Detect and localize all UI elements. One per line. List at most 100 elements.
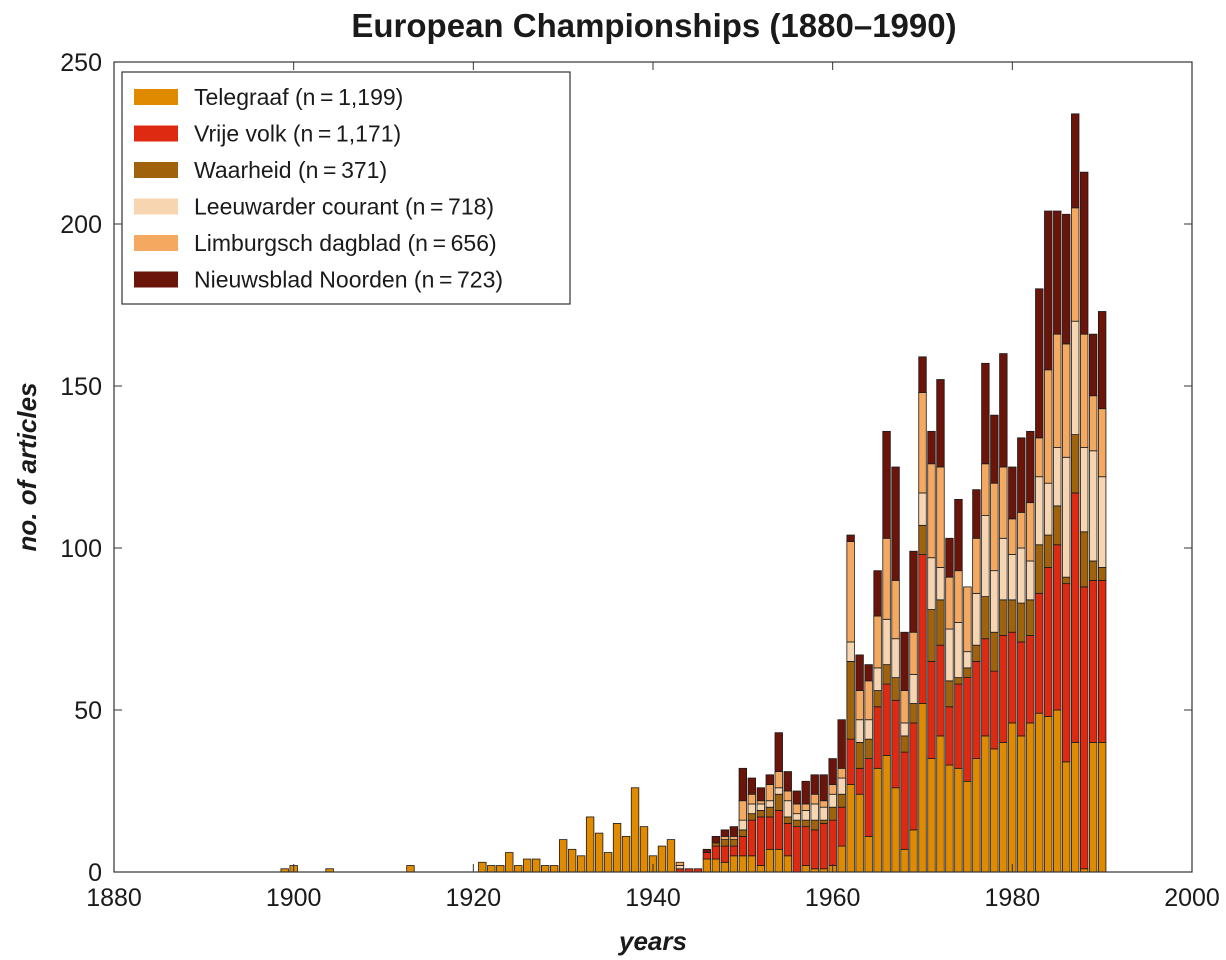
bar-segment <box>837 767 846 779</box>
bar-segment <box>945 628 954 682</box>
bar-segment <box>927 758 936 873</box>
bar-segment <box>1017 602 1026 643</box>
bar-segment <box>1044 716 1053 873</box>
bar-segment <box>918 392 927 494</box>
bar-segment <box>927 609 936 662</box>
bar-segment <box>954 570 963 623</box>
bar-segment <box>990 414 999 484</box>
bar-segment <box>945 537 954 578</box>
bar-segment <box>972 661 981 760</box>
bar-segment <box>1097 311 1107 410</box>
bar-segment <box>765 774 774 785</box>
bar-segment <box>711 842 721 847</box>
chart-title: European Championships (1880–1990) <box>351 7 956 44</box>
bar-segment <box>981 515 990 597</box>
bar-segment <box>837 719 846 769</box>
bar-segment <box>909 829 918 873</box>
bar-segment <box>837 793 846 808</box>
bar-segment <box>792 826 801 873</box>
bar-segment <box>918 524 927 555</box>
bar-segment <box>963 586 972 653</box>
bar-segment <box>909 550 918 633</box>
bar-segment <box>1071 113 1080 209</box>
x-axis-label: years <box>617 926 687 956</box>
bar-segment <box>981 463 990 517</box>
bar-segment <box>594 832 604 873</box>
bar-segment <box>558 839 568 873</box>
bar-segment <box>1080 171 1089 335</box>
y-tick-label: 150 <box>60 373 102 401</box>
bar-segment <box>954 498 963 572</box>
bar-segment <box>621 835 631 873</box>
bar-segment <box>999 466 1008 539</box>
bar-segment <box>963 780 972 873</box>
bar-segment <box>738 855 748 873</box>
bar-segment <box>487 865 496 873</box>
bar-segment <box>963 677 972 782</box>
bar-segment <box>406 865 415 873</box>
bar-segment <box>639 826 649 873</box>
bar-segment <box>945 576 954 630</box>
bar-segment <box>990 670 999 750</box>
legend-label: Vrije volk (n = 1,171) <box>194 121 401 147</box>
bar-segment <box>981 735 990 873</box>
bar-segment <box>496 865 505 873</box>
bar-segment <box>765 848 774 873</box>
bar-segment <box>810 819 819 831</box>
bar-segment <box>783 790 792 802</box>
x-tick-label: 1880 <box>86 884 142 912</box>
bar-segment <box>891 677 900 701</box>
bar-segment <box>1097 742 1107 873</box>
bar-segment <box>711 858 721 873</box>
bar-segment <box>747 855 756 873</box>
legend-box <box>121 71 571 305</box>
bar-segment <box>1026 722 1035 873</box>
bar-segment <box>1044 210 1053 371</box>
bar-segment <box>864 664 873 682</box>
bar-segment <box>702 852 712 860</box>
bar-segment <box>1089 395 1098 452</box>
bar-segment <box>720 845 730 863</box>
bar-segment <box>1017 547 1026 604</box>
bar-segment <box>873 706 882 769</box>
bar-segment <box>837 806 846 847</box>
bar-segment <box>855 690 864 721</box>
bar-segment <box>1089 560 1098 581</box>
bar-segment <box>702 858 712 873</box>
bar-segment <box>576 855 586 873</box>
bar-segment <box>729 839 739 847</box>
bar-segment <box>900 690 909 724</box>
bar-segment <box>909 673 918 704</box>
bar-segment <box>936 466 945 568</box>
bar-segment <box>945 680 954 708</box>
bar-segment <box>1062 761 1071 873</box>
bar-segment <box>900 631 909 691</box>
bar-segment <box>972 758 981 873</box>
bar-segment <box>864 719 873 740</box>
bar-segment <box>882 683 891 756</box>
legend-items: Telegraaf (n = 1,199) Vrije volk (n = 1,1… <box>134 84 503 293</box>
bar-segment <box>846 534 855 542</box>
bar-segment <box>756 865 765 873</box>
bar-segment <box>801 819 810 828</box>
bar-segment <box>1097 567 1107 581</box>
bar-segment <box>505 852 514 873</box>
bar-segment <box>864 758 873 837</box>
bar-segment <box>864 738 873 759</box>
bar-segment <box>585 816 595 873</box>
bar-segment <box>765 806 774 818</box>
bar-segment <box>1089 333 1098 397</box>
bar-segment <box>657 845 667 873</box>
bar-segment <box>1071 320 1080 436</box>
bar-segment <box>855 719 864 743</box>
bar-segment <box>1008 518 1017 555</box>
y-tick-label: 200 <box>60 211 102 239</box>
bar-segment <box>891 638 900 678</box>
bar-segment <box>756 787 765 802</box>
bar-segment <box>747 777 756 795</box>
bar-segment <box>478 861 487 873</box>
legend-label: Limburgsch dagblad (n = 656) <box>194 230 497 256</box>
bar-segment <box>1017 735 1026 873</box>
bar-segment <box>1044 369 1053 484</box>
bar-segment <box>927 430 936 465</box>
